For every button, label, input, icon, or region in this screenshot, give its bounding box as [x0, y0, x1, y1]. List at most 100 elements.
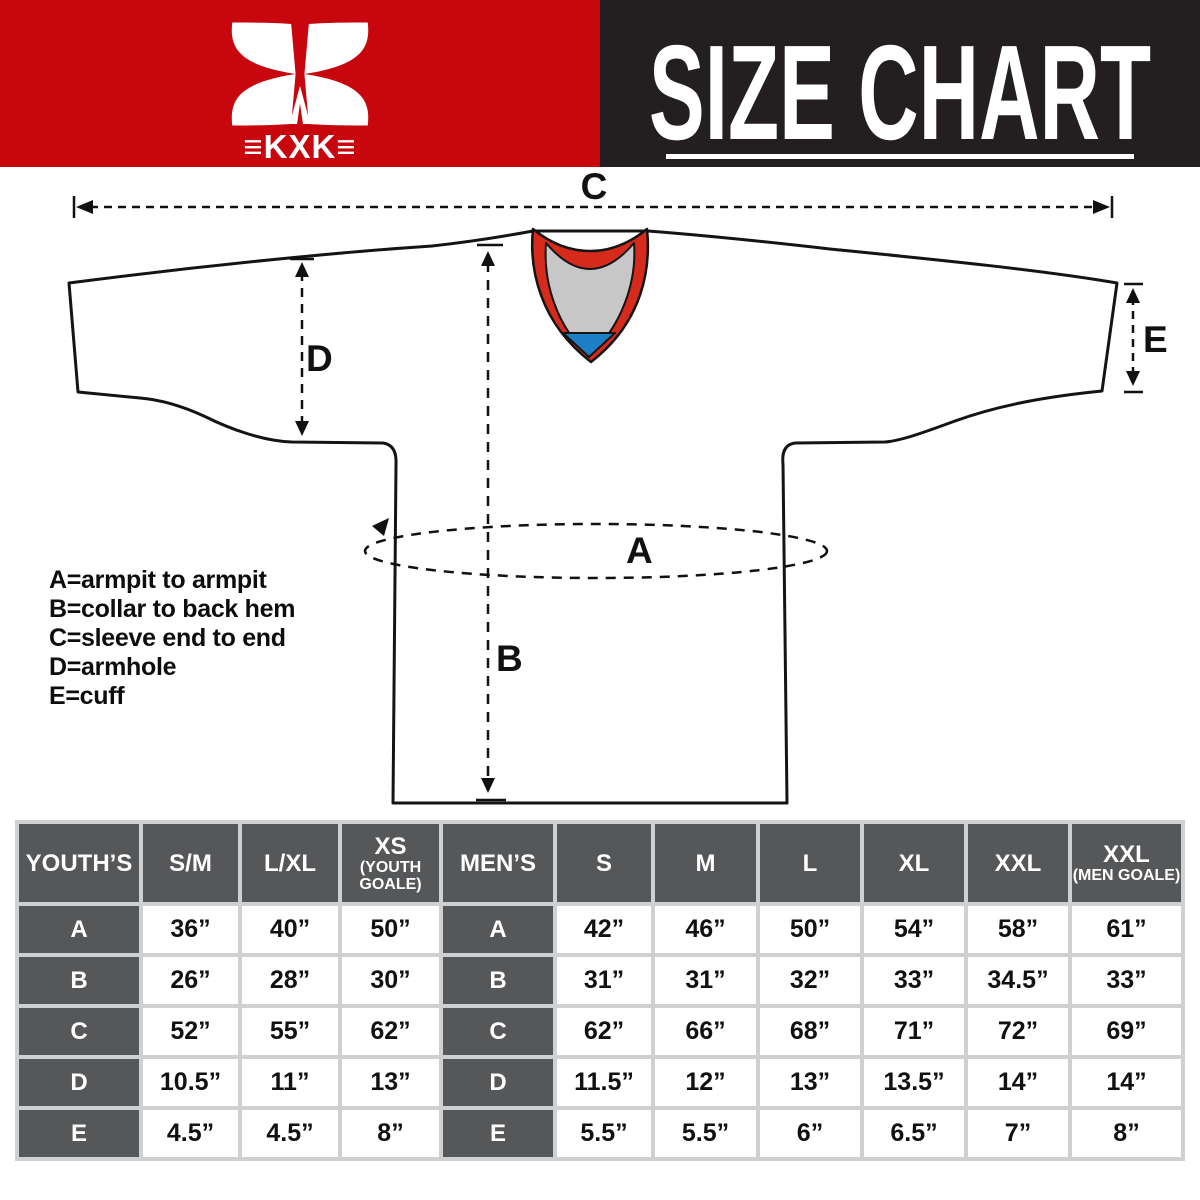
size-value-cell: 72”: [968, 1008, 1068, 1055]
column-header-label: L/XL: [264, 849, 316, 877]
size-value-cell: 8”: [342, 1110, 439, 1157]
dimension-d: [290, 257, 314, 436]
size-value-cell: 46”: [655, 906, 756, 953]
column-header-sublabel: (YOUTH GOALE): [359, 858, 422, 893]
row-label-cell: E: [443, 1110, 553, 1157]
dimension-b: [476, 243, 506, 802]
brand-logo-text: ≡KXK≡: [243, 128, 357, 165]
size-value-cell: 33”: [864, 957, 964, 1004]
legend-line: C=sleeve end to end: [49, 624, 286, 652]
size-value-cell: 10.5”: [143, 1059, 238, 1106]
row-label-cell: C: [19, 1008, 139, 1055]
size-value-cell: 71”: [864, 1008, 964, 1055]
table-row: C 52” 55” 62” C 62” 66” 68” 71” 72” 69”: [19, 1008, 1181, 1055]
table-row: B 26” 28” 30” B 31” 31” 32” 33” 34.5” 33”: [19, 957, 1181, 1004]
page-title: SIZE CHART: [648, 17, 1152, 168]
column-header-cell: L: [760, 824, 860, 902]
size-value-cell: 14”: [968, 1059, 1068, 1106]
brand-banner: ≡KXK≡: [0, 0, 600, 167]
size-value-cell: 32”: [760, 957, 860, 1004]
title-underline: [666, 154, 1134, 159]
size-value-cell: 13.5”: [864, 1059, 964, 1106]
size-value-cell: 11”: [242, 1059, 338, 1106]
row-label-cell: A: [443, 906, 553, 953]
brand-logo: ≡KXK≡: [0, 0, 600, 167]
column-header-cell: MEN’S: [443, 824, 553, 902]
row-label-cell: C: [443, 1008, 553, 1055]
dim-label-e: E: [1143, 319, 1168, 360]
size-value-cell: 8”: [1072, 1110, 1181, 1157]
column-header-sublabel: (MEN GOALE): [1072, 867, 1181, 884]
size-value-cell: 13”: [342, 1059, 439, 1106]
size-value-cell: 7”: [968, 1110, 1068, 1157]
size-value-cell: 6”: [760, 1110, 860, 1157]
column-header-cell: M: [655, 824, 756, 902]
row-label-cell: D: [19, 1059, 139, 1106]
column-header-cell: XXL (MEN GOALE): [1072, 824, 1181, 902]
size-value-cell: 62”: [557, 1008, 651, 1055]
size-value-cell: 31”: [655, 957, 756, 1004]
size-value-cell: 50”: [760, 906, 860, 953]
collar-inner: [544, 242, 636, 357]
column-header-cell: XXL: [968, 824, 1068, 902]
legend-line: D=armhole: [49, 653, 177, 681]
column-header-label: M: [695, 849, 716, 877]
jersey-body: [67, 229, 1119, 805]
size-value-cell: 28”: [242, 957, 338, 1004]
size-value-cell: 6.5”: [864, 1110, 964, 1157]
collar-vee-insert: [562, 332, 616, 358]
size-value-cell: 36”: [143, 906, 238, 953]
size-value-cell: 40”: [242, 906, 338, 953]
size-value-cell: 12”: [655, 1059, 756, 1106]
size-value-cell: 62”: [342, 1008, 439, 1055]
size-value-cell: 58”: [968, 906, 1068, 953]
column-header-label: XS: [374, 832, 407, 860]
column-header-label: S/M: [169, 849, 212, 877]
size-value-cell: 33”: [1072, 957, 1181, 1004]
dim-label-c: C: [581, 168, 608, 207]
size-value-cell: 26”: [143, 957, 238, 1004]
size-value-cell: 61”: [1072, 906, 1181, 953]
size-value-cell: 11.5”: [557, 1059, 651, 1106]
size-value-cell: 30”: [342, 957, 439, 1004]
size-value-cell: 54”: [864, 906, 964, 953]
table-row: D 10.5” 11” 13” D 11.5” 12” 13” 13.5” 14” 14”: [19, 1059, 1181, 1106]
column-header-label: L: [802, 849, 818, 877]
title-banner: SIZE CHART: [600, 0, 1200, 167]
size-value-cell: 5.5”: [655, 1110, 756, 1157]
dimension-c: [72, 196, 1114, 218]
column-header-label: XXL: [994, 849, 1042, 877]
column-header-cell: XL: [864, 824, 964, 902]
row-label-cell: E: [19, 1110, 139, 1157]
kxk-emblem-icon: [231, 22, 369, 126]
dim-label-a: A: [626, 530, 653, 571]
measurement-legend: A=armpit to armpit B=collar to back hem …: [49, 566, 295, 711]
legend-line: B=collar to back hem: [49, 595, 296, 623]
row-label-cell: B: [443, 957, 553, 1004]
row-label-cell: D: [443, 1059, 553, 1106]
column-header-cell: YOUTH’S: [19, 824, 139, 902]
size-value-cell: 66”: [655, 1008, 756, 1055]
header-banner: ≡KXK≡ SIZE CHART: [0, 0, 1200, 167]
column-header-cell: XS (YOUTH GOALE): [342, 824, 439, 902]
size-table: YOUTH’S S/M L/XL XS (YOUTH GOALE) MEN’S S M L XL X…: [15, 820, 1185, 1161]
column-header-cell: L/XL: [242, 824, 338, 902]
table-row: E 4.5” 4.5” 8” E 5.5” 5.5” 6” 6.5” 7” 8”: [19, 1110, 1181, 1157]
size-value-cell: 5.5”: [557, 1110, 651, 1157]
size-value-cell: 4.5”: [143, 1110, 238, 1157]
dimension-e: [1124, 282, 1143, 394]
dim-label-b: B: [496, 638, 523, 679]
column-header-cell: S/M: [143, 824, 238, 902]
column-header-label: XXL: [1103, 841, 1150, 868]
size-value-cell: 34.5”: [968, 957, 1068, 1004]
size-value-cell: 42”: [557, 906, 651, 953]
size-value-cell: 4.5”: [242, 1110, 338, 1157]
size-value-cell: 14”: [1072, 1059, 1181, 1106]
size-value-cell: 13”: [760, 1059, 860, 1106]
row-label-cell: B: [19, 957, 139, 1004]
size-value-cell: 52”: [143, 1008, 238, 1055]
legend-line: A=armpit to armpit: [49, 566, 267, 594]
row-label-cell: A: [19, 906, 139, 953]
jersey-diagram: C D B E: [67, 168, 1168, 805]
column-header-label: S: [595, 849, 612, 877]
